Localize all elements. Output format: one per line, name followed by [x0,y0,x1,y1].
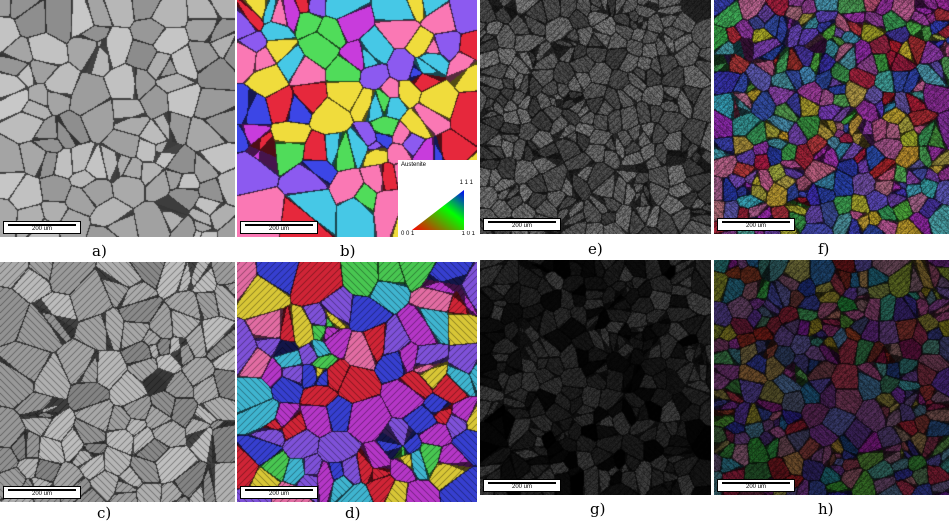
ipf-map-d [237,262,477,502]
label-b: b) [340,242,356,260]
ipf-color-triangle [412,190,464,230]
scale-bar: 200 um [240,486,318,499]
ipf-legend: Austenite 1 1 1 0 0 1 1 0 1 [398,160,477,238]
scale-bar: 200 um [240,221,318,234]
panel-b: 200 um [237,0,477,237]
label-a: a) [92,242,107,260]
scale-bar: 200 um [3,486,81,499]
scale-bar: 200 um [3,221,81,234]
micrograph-g [480,260,711,495]
panel-g: 200 um [480,260,711,495]
scale-bar: 200 um [717,479,795,492]
micrograph-e [480,0,711,234]
legend-101: 1 0 1 [461,231,475,237]
ipf-map-h [714,260,949,495]
legend-title: Austenite [401,162,427,168]
label-c: c) [97,504,112,522]
panel-d: 200 um [237,262,477,502]
label-e: e) [588,240,603,258]
label-f: f) [818,240,830,258]
label-h: h) [818,500,834,518]
panel-h: 200 um [714,260,949,495]
micrograph-a [0,0,235,237]
scale-bar: 200 um [483,218,561,231]
label-d: d) [345,504,361,522]
panel-f: 200 um [714,0,949,234]
legend-001: 0 0 1 [401,231,415,237]
scale-bar: 200 um [717,218,795,231]
micrograph-c [0,262,235,502]
legend-111: 1 1 1 [459,180,473,186]
label-g: g) [590,500,606,518]
panel-c: 200 um [0,262,235,502]
panel-e: 200 um [480,0,711,234]
scale-bar: 200 um [483,479,561,492]
ipf-map-f [714,0,949,234]
panel-a: 200 um [0,0,235,237]
